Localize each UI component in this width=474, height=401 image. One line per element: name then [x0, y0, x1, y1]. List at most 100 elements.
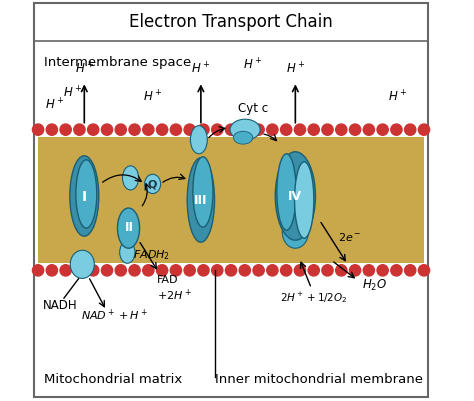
Circle shape	[129, 125, 140, 136]
Text: $H^+$: $H^+$	[388, 89, 408, 104]
Circle shape	[143, 125, 154, 136]
Ellipse shape	[230, 120, 260, 141]
Circle shape	[60, 125, 71, 136]
Text: Q: Q	[148, 180, 157, 189]
Ellipse shape	[283, 217, 309, 249]
Circle shape	[226, 265, 237, 276]
Text: Mitochondrial matrix: Mitochondrial matrix	[44, 373, 182, 385]
Text: $H^+$: $H^+$	[63, 85, 82, 100]
Text: $H^+$: $H^+$	[74, 61, 94, 76]
Ellipse shape	[193, 158, 213, 228]
Text: Intermembrane space: Intermembrane space	[44, 56, 191, 69]
Ellipse shape	[70, 156, 99, 237]
Circle shape	[184, 265, 195, 276]
Circle shape	[405, 125, 416, 136]
Circle shape	[281, 265, 292, 276]
Ellipse shape	[191, 126, 207, 154]
Ellipse shape	[187, 158, 215, 243]
Text: I: I	[82, 190, 87, 203]
Circle shape	[198, 125, 209, 136]
Circle shape	[46, 265, 57, 276]
Circle shape	[308, 265, 319, 276]
Circle shape	[198, 265, 209, 276]
Text: $H^+$: $H^+$	[286, 61, 305, 76]
Circle shape	[226, 125, 237, 136]
Circle shape	[391, 265, 402, 276]
Text: $H^+$: $H^+$	[46, 97, 64, 112]
Circle shape	[129, 265, 140, 276]
Text: Electron Transport Chain: Electron Transport Chain	[129, 13, 333, 31]
Circle shape	[211, 125, 223, 136]
Circle shape	[419, 265, 429, 276]
Circle shape	[156, 265, 168, 276]
Text: $H_2O$: $H_2O$	[362, 277, 387, 292]
Ellipse shape	[70, 251, 94, 279]
Circle shape	[170, 125, 182, 136]
Circle shape	[322, 125, 333, 136]
Circle shape	[281, 125, 292, 136]
Circle shape	[253, 125, 264, 136]
Circle shape	[322, 265, 333, 276]
Circle shape	[74, 265, 85, 276]
Circle shape	[184, 125, 195, 136]
Circle shape	[267, 265, 278, 276]
Circle shape	[156, 125, 168, 136]
Circle shape	[363, 125, 374, 136]
Ellipse shape	[145, 175, 161, 194]
Text: $H^+$: $H^+$	[244, 57, 263, 72]
Text: IV: IV	[288, 190, 302, 203]
Circle shape	[239, 125, 250, 136]
Ellipse shape	[277, 154, 296, 231]
Ellipse shape	[294, 162, 314, 239]
Circle shape	[336, 265, 347, 276]
Bar	[38, 138, 424, 263]
Circle shape	[308, 125, 319, 136]
Text: $H^+$: $H^+$	[191, 61, 210, 76]
Ellipse shape	[76, 160, 97, 229]
Circle shape	[211, 265, 223, 276]
Circle shape	[115, 125, 127, 136]
Text: Cyt c: Cyt c	[238, 101, 268, 114]
Circle shape	[391, 125, 402, 136]
Ellipse shape	[118, 209, 139, 249]
Circle shape	[253, 265, 264, 276]
Circle shape	[74, 125, 85, 136]
Circle shape	[419, 125, 429, 136]
Text: $FADH_2$: $FADH_2$	[133, 248, 171, 261]
Text: II: II	[125, 220, 134, 233]
Circle shape	[101, 125, 113, 136]
Ellipse shape	[275, 152, 316, 241]
Circle shape	[88, 265, 99, 276]
Ellipse shape	[119, 241, 135, 264]
Circle shape	[363, 265, 374, 276]
Circle shape	[294, 265, 306, 276]
Text: $2H^+ + 1/2O_2$: $2H^+ + 1/2O_2$	[280, 289, 347, 304]
Circle shape	[405, 265, 416, 276]
Circle shape	[143, 265, 154, 276]
Circle shape	[336, 125, 347, 136]
Circle shape	[32, 125, 44, 136]
Circle shape	[294, 125, 306, 136]
Circle shape	[267, 125, 278, 136]
Circle shape	[349, 265, 361, 276]
Ellipse shape	[122, 166, 138, 190]
Text: $NAD^+ + H^+$: $NAD^+ + H^+$	[81, 307, 148, 322]
Circle shape	[349, 125, 361, 136]
Circle shape	[32, 265, 44, 276]
Circle shape	[60, 265, 71, 276]
Text: FAD
$+2H^+$: FAD $+2H^+$	[157, 275, 191, 302]
Text: $H^+$: $H^+$	[143, 89, 162, 104]
Text: Inner mitochondrial membrane: Inner mitochondrial membrane	[215, 373, 423, 385]
Text: NADH: NADH	[43, 298, 77, 311]
FancyBboxPatch shape	[34, 4, 428, 397]
Circle shape	[101, 265, 113, 276]
Circle shape	[115, 265, 127, 276]
Circle shape	[239, 265, 250, 276]
Circle shape	[88, 125, 99, 136]
Circle shape	[46, 125, 57, 136]
Text: III: III	[194, 194, 208, 207]
Circle shape	[170, 265, 182, 276]
Circle shape	[377, 265, 388, 276]
Text: $2e^-$: $2e^-$	[337, 231, 361, 243]
Ellipse shape	[233, 132, 253, 145]
